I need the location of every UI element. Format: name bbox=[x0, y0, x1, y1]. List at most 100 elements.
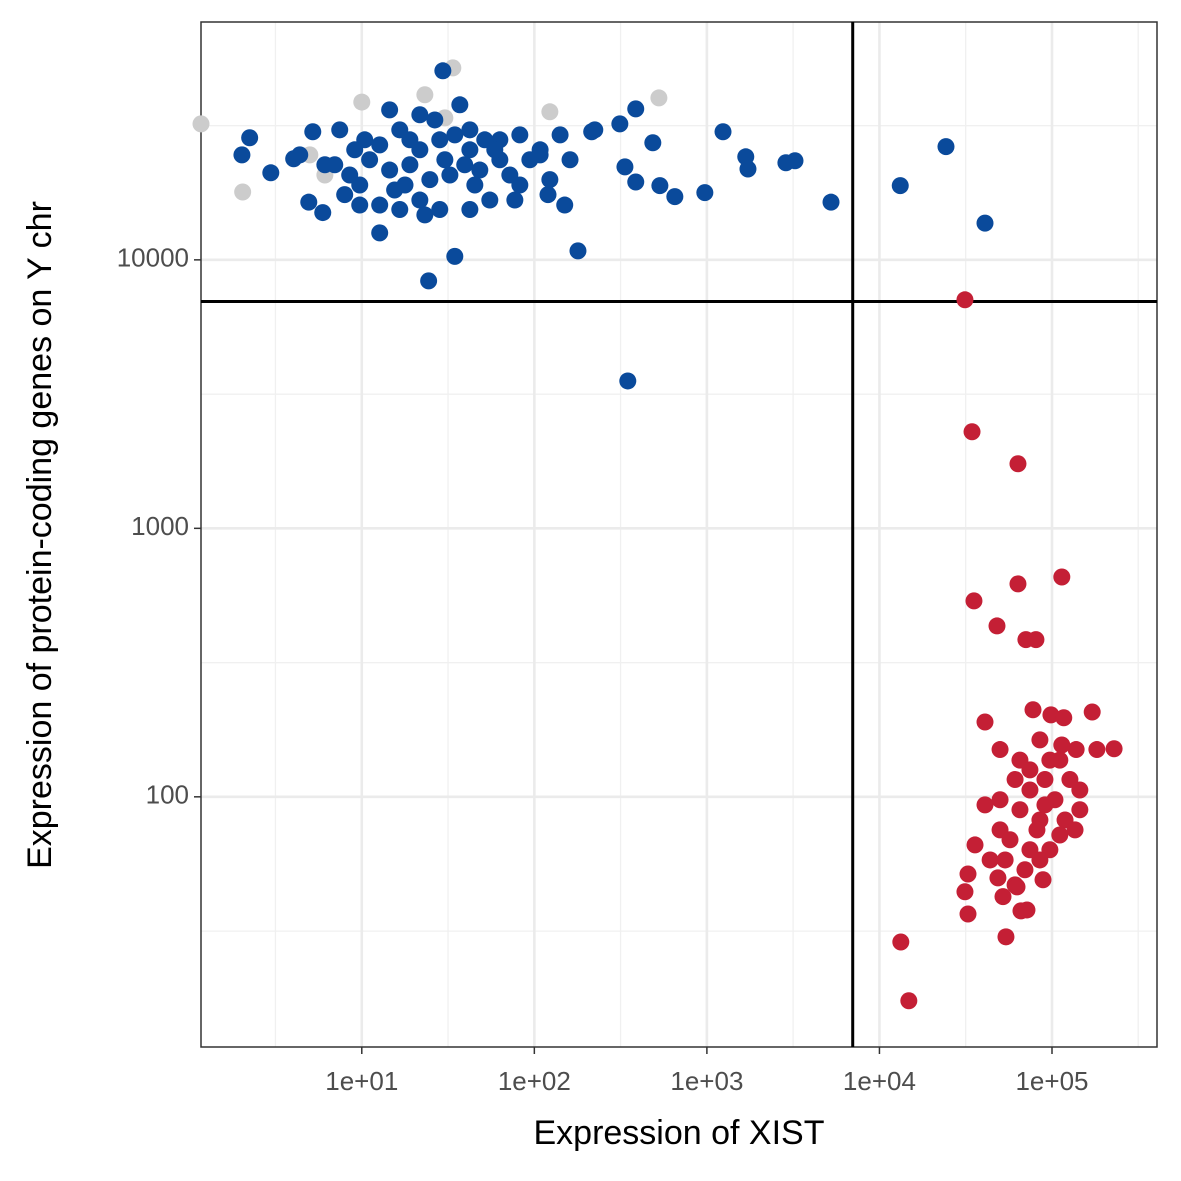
point bbox=[1042, 706, 1060, 724]
point bbox=[1071, 781, 1089, 799]
point bbox=[976, 713, 994, 731]
point bbox=[233, 146, 251, 164]
point bbox=[511, 176, 529, 194]
point bbox=[891, 177, 909, 195]
x-tick-label: 1e+02 bbox=[498, 1066, 571, 1096]
point bbox=[1027, 631, 1045, 649]
point bbox=[446, 247, 464, 265]
point bbox=[892, 933, 910, 951]
point bbox=[551, 126, 569, 144]
point bbox=[956, 291, 974, 309]
point bbox=[1006, 771, 1024, 789]
point bbox=[1067, 741, 1085, 759]
point bbox=[431, 201, 449, 219]
point bbox=[1028, 821, 1046, 839]
point bbox=[611, 115, 629, 133]
point bbox=[1053, 568, 1071, 586]
point bbox=[391, 201, 409, 219]
point bbox=[291, 146, 309, 164]
point bbox=[1071, 801, 1089, 819]
point bbox=[1011, 801, 1029, 819]
point bbox=[989, 869, 1007, 887]
point bbox=[416, 206, 434, 224]
point bbox=[481, 191, 499, 209]
point bbox=[446, 126, 464, 144]
point bbox=[739, 160, 757, 178]
point bbox=[371, 224, 389, 242]
point bbox=[627, 100, 645, 118]
point bbox=[304, 123, 322, 141]
point bbox=[426, 111, 444, 129]
point bbox=[1066, 821, 1084, 839]
point bbox=[381, 161, 399, 179]
point bbox=[1053, 736, 1071, 754]
point bbox=[569, 242, 587, 260]
point bbox=[420, 272, 438, 290]
panel-border bbox=[200, 21, 1158, 1048]
point bbox=[371, 196, 389, 214]
point bbox=[1041, 751, 1059, 769]
point bbox=[192, 115, 210, 133]
point bbox=[994, 888, 1012, 906]
point bbox=[991, 741, 1009, 759]
point bbox=[956, 883, 974, 901]
point bbox=[1088, 741, 1106, 759]
point bbox=[1031, 851, 1049, 869]
point bbox=[461, 121, 479, 139]
point bbox=[1021, 761, 1039, 779]
point bbox=[1009, 575, 1027, 593]
point bbox=[900, 992, 918, 1010]
point bbox=[541, 103, 559, 121]
point bbox=[1009, 455, 1027, 473]
point bbox=[644, 134, 662, 152]
point bbox=[1024, 701, 1042, 719]
point bbox=[959, 865, 977, 883]
point bbox=[586, 121, 604, 139]
point bbox=[988, 617, 1006, 635]
point bbox=[300, 193, 318, 211]
point bbox=[353, 93, 371, 111]
point bbox=[531, 141, 549, 159]
point bbox=[981, 851, 999, 869]
y-tick-label: 10000 bbox=[117, 243, 189, 273]
point bbox=[262, 164, 280, 182]
point bbox=[351, 196, 369, 214]
point bbox=[471, 161, 489, 179]
point bbox=[966, 836, 984, 854]
point bbox=[1031, 731, 1049, 749]
point bbox=[441, 166, 459, 184]
point bbox=[963, 423, 981, 441]
x-tick-label: 1e+04 bbox=[843, 1066, 916, 1096]
x-tick-label: 1e+05 bbox=[1015, 1066, 1088, 1096]
point bbox=[786, 152, 804, 170]
point bbox=[336, 186, 354, 204]
y-tick-label: 100 bbox=[146, 780, 189, 810]
point bbox=[421, 171, 439, 189]
points bbox=[192, 59, 1123, 1010]
point bbox=[466, 176, 484, 194]
point bbox=[997, 928, 1015, 946]
point bbox=[561, 151, 579, 169]
point bbox=[506, 191, 524, 209]
point bbox=[1083, 703, 1101, 721]
point bbox=[666, 188, 684, 206]
point bbox=[1018, 901, 1036, 919]
point bbox=[431, 131, 449, 149]
point bbox=[434, 62, 452, 80]
point bbox=[451, 96, 469, 114]
point bbox=[1055, 709, 1073, 727]
point bbox=[371, 136, 389, 154]
point bbox=[1105, 740, 1123, 758]
y-tick-label: 1000 bbox=[131, 511, 189, 541]
point bbox=[696, 184, 714, 202]
point bbox=[241, 129, 259, 147]
point bbox=[541, 171, 559, 189]
x-axis-title: Expression of XIST bbox=[533, 1114, 824, 1152]
point bbox=[361, 151, 379, 169]
point bbox=[959, 905, 977, 923]
point bbox=[456, 156, 474, 174]
point bbox=[996, 851, 1014, 869]
point bbox=[511, 126, 529, 144]
point bbox=[461, 141, 479, 159]
point bbox=[436, 151, 454, 169]
